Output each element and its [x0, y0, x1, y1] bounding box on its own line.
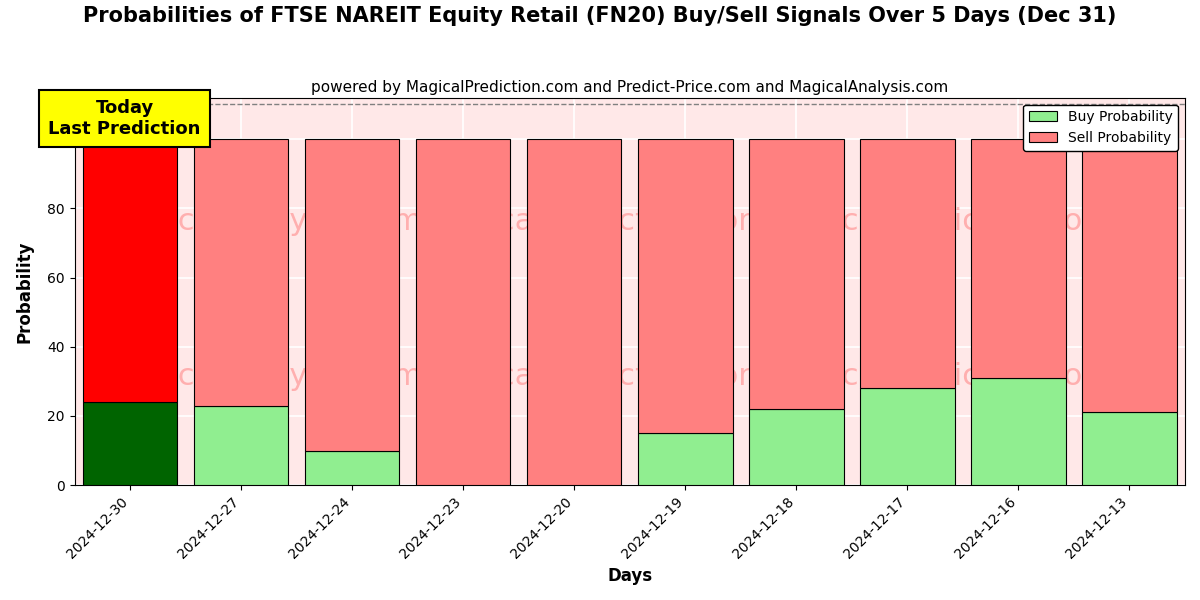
- Bar: [527, 139, 622, 485]
- Bar: [749, 139, 844, 409]
- Bar: [638, 139, 732, 433]
- Title: powered by MagicalPrediction.com and Predict-Price.com and MagicalAnalysis.com: powered by MagicalPrediction.com and Pre…: [311, 80, 948, 95]
- Bar: [416, 139, 510, 485]
- Text: MagicalPrediction.com: MagicalPrediction.com: [769, 207, 1112, 236]
- Text: MagicalPrediction.com: MagicalPrediction.com: [769, 362, 1112, 391]
- Text: Today
Last Prediction: Today Last Prediction: [48, 99, 200, 138]
- Bar: [194, 406, 288, 485]
- Text: MagicalPrediction.com: MagicalPrediction.com: [425, 362, 768, 391]
- Bar: [638, 433, 732, 485]
- Bar: [1082, 412, 1177, 485]
- Bar: [860, 139, 955, 388]
- Bar: [305, 451, 400, 485]
- Y-axis label: Probability: Probability: [16, 240, 34, 343]
- Bar: [83, 402, 178, 485]
- Bar: [749, 409, 844, 485]
- Bar: [971, 378, 1066, 485]
- Text: MagicalAnalysis.com: MagicalAnalysis.com: [104, 362, 422, 391]
- Bar: [305, 139, 400, 451]
- Bar: [194, 139, 288, 406]
- Bar: [971, 139, 1066, 378]
- Bar: [83, 139, 178, 402]
- Text: MagicalPrediction.com: MagicalPrediction.com: [425, 207, 768, 236]
- X-axis label: Days: Days: [607, 567, 653, 585]
- Bar: [1082, 139, 1177, 412]
- Bar: [860, 388, 955, 485]
- Legend: Buy Probability, Sell Probability: Buy Probability, Sell Probability: [1024, 104, 1178, 151]
- Text: MagicalAnalysis.com: MagicalAnalysis.com: [104, 207, 422, 236]
- Text: Probabilities of FTSE NAREIT Equity Retail (FN20) Buy/Sell Signals Over 5 Days (: Probabilities of FTSE NAREIT Equity Reta…: [83, 6, 1117, 26]
